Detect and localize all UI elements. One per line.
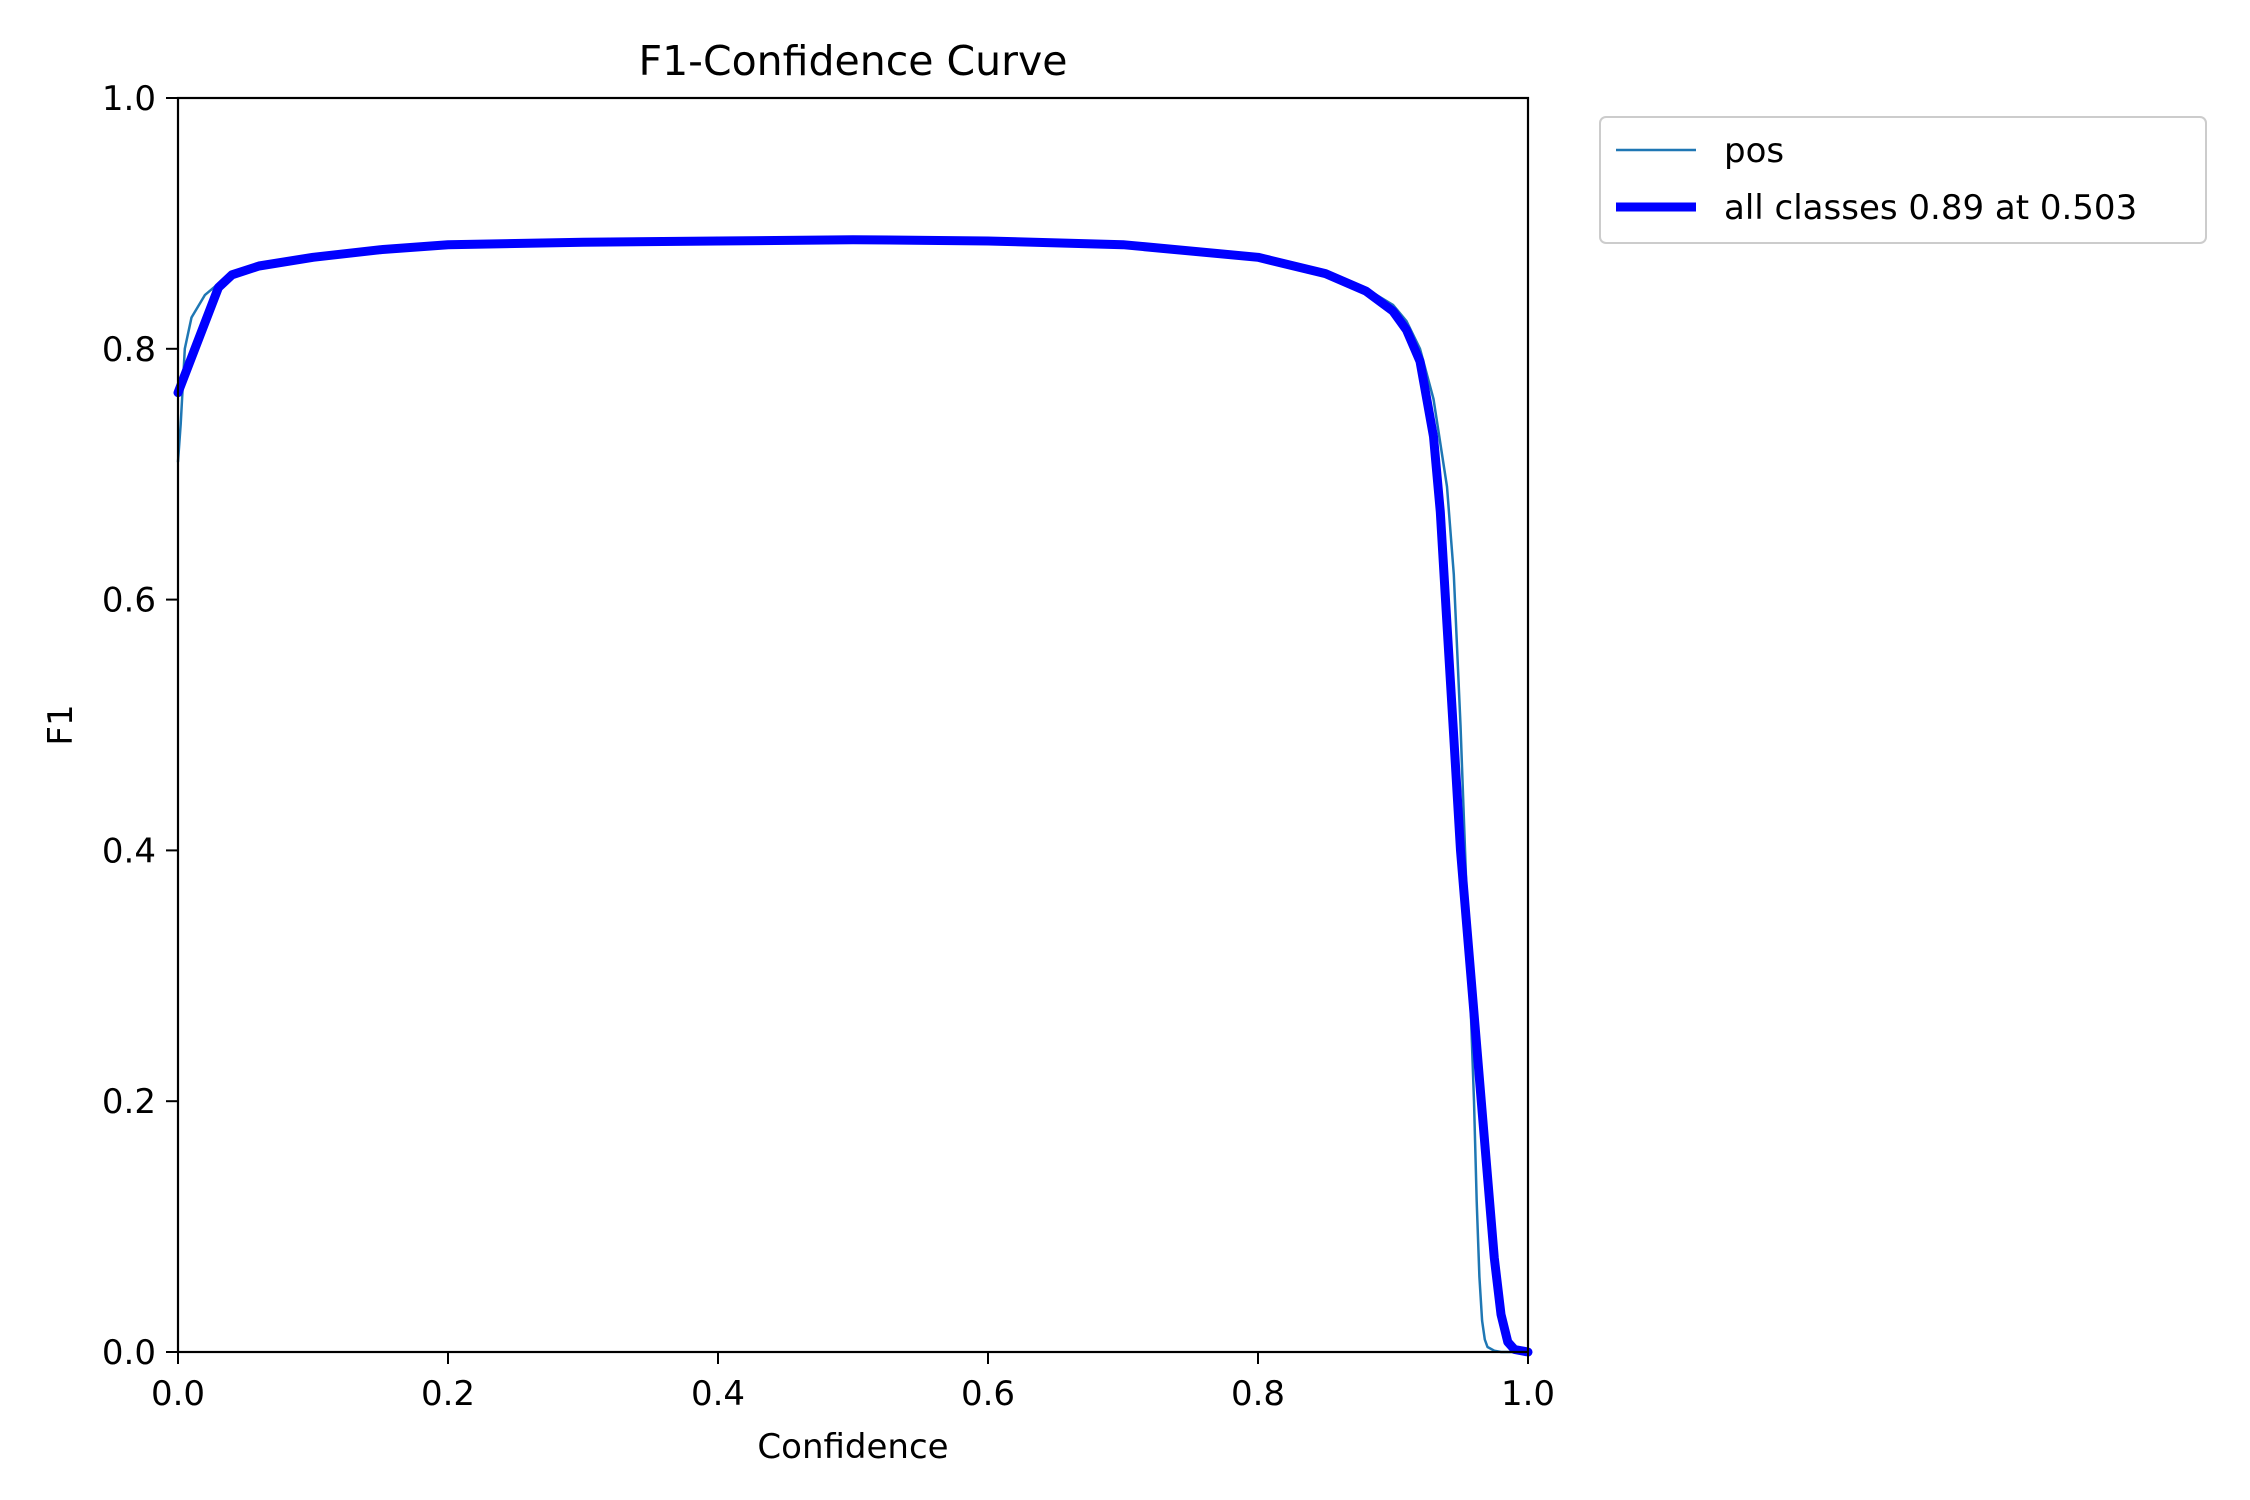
y-tick-label: 0.8 [102,330,156,370]
x-tick-label: 0.8 [1231,1374,1285,1414]
legend-frame [1599,116,2207,244]
y-tick-label: 0.4 [102,831,156,871]
x-axis: 0.0 0.2 0.4 0.6 0.8 1.0 [151,1352,1555,1414]
y-axis-label: F1 [41,704,81,745]
series-line-all-classes [173,235,1533,1357]
y-tick-label: 0.6 [102,581,156,621]
x-tick-label: 0.4 [691,1374,745,1414]
chart-title: F1-Confidence Curve [639,37,1068,85]
legend: pos all classes 0.89 at 0.503 [1599,116,2207,244]
y-tick-label: 0.2 [102,1082,156,1122]
x-tick-label: 0.6 [961,1374,1015,1414]
y-tick-label: 0.0 [102,1333,156,1373]
x-tick-label: 0.2 [421,1374,475,1414]
x-tick-label: 0.0 [151,1374,205,1414]
y-axis: 0.0 0.2 0.4 0.6 0.8 1.0 [102,79,178,1373]
x-tick-label: 1.0 [1501,1374,1555,1414]
y-tick-label: 1.0 [102,79,156,119]
plot-area [173,235,1533,1357]
legend-label-all-classes: all classes 0.89 at 0.503 [1724,188,2137,228]
legend-label-pos: pos [1724,131,1784,171]
plot-frame [176,96,1530,1354]
x-axis-label: Confidence [757,1427,948,1467]
